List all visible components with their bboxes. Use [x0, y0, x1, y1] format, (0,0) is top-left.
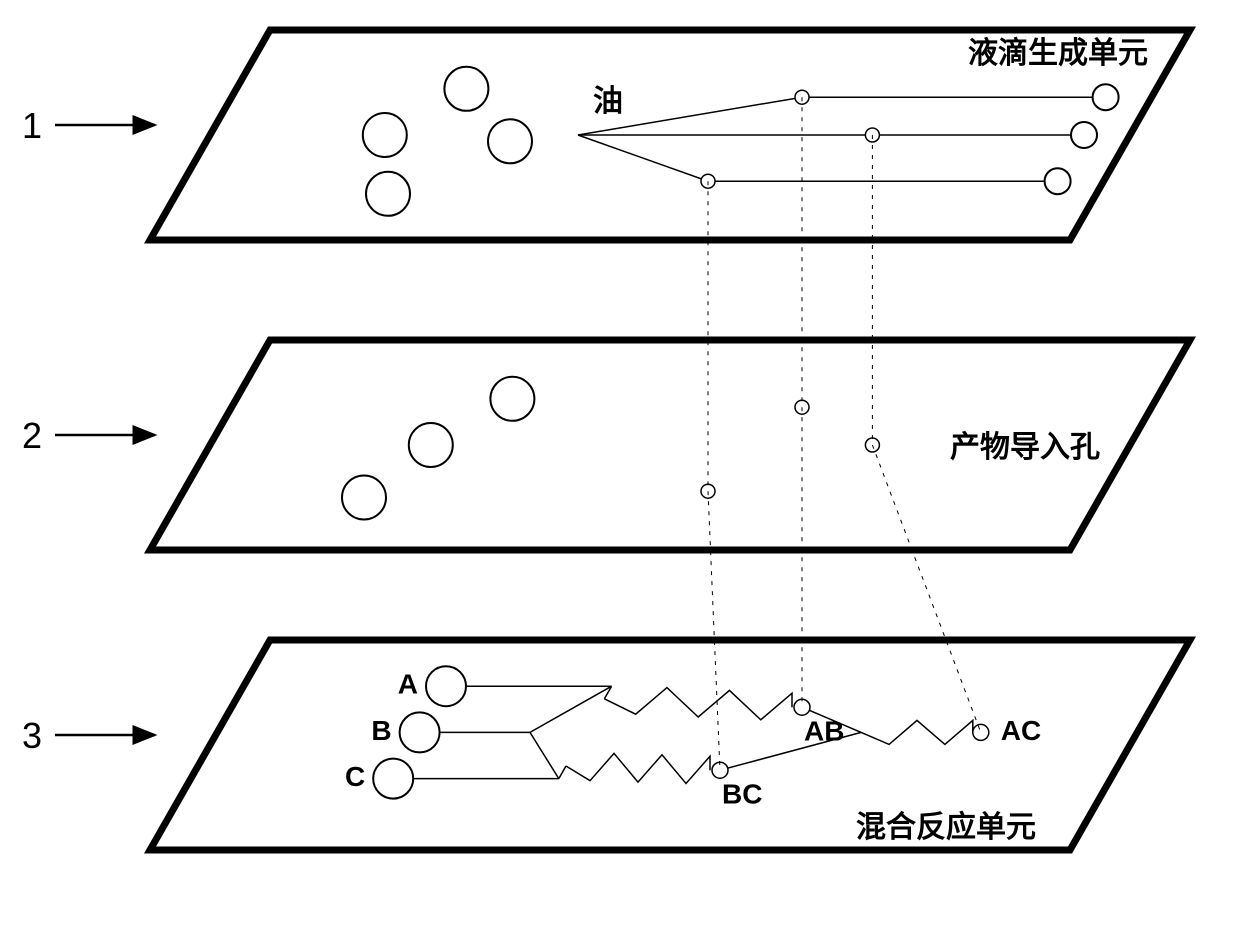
- layer-2: 产物导入孔: [150, 340, 1190, 550]
- inlet-A: [426, 666, 466, 706]
- inlet-label-B: B: [371, 715, 391, 746]
- mixer-AB: [604, 688, 792, 720]
- inlet-label-A: A: [398, 669, 418, 700]
- diagram-svg: 液滴生成单元油 产物导入孔 混合反应单元ABCABBCAC: [0, 0, 1240, 932]
- layer-number-2: 2: [22, 415, 42, 457]
- mixer-AC: [861, 720, 973, 744]
- layer1-endport-1: [1071, 122, 1097, 148]
- junction-left: [530, 686, 612, 778]
- mixer-BC: [566, 753, 710, 783]
- inlet-C: [373, 759, 413, 799]
- layer1-title: 液滴生成单元: [968, 36, 1148, 70]
- layer-3: 混合反应单元ABCABBCAC: [150, 640, 1190, 850]
- layer1-channel-0: [578, 97, 1106, 135]
- inlet-B: [400, 712, 440, 752]
- join-C-BC: [559, 766, 566, 779]
- layer2-title: 产物导入孔: [950, 431, 1100, 464]
- layer2-port-2: [342, 476, 386, 520]
- layer1-port-3: [366, 172, 410, 216]
- outlet-label-AB: AB: [804, 716, 844, 747]
- inlet-label-C: C: [345, 761, 365, 792]
- layer1-port-2: [488, 119, 532, 163]
- layer1-port-1: [363, 113, 407, 157]
- outlet-label-AC: AC: [1001, 715, 1041, 746]
- layer1-port-0: [444, 67, 488, 111]
- layer2-port-1: [409, 423, 453, 467]
- layer1-endport-0: [1093, 84, 1119, 110]
- layer-number-3: 3: [22, 715, 42, 757]
- oil-label: 油: [593, 85, 623, 118]
- layer1-channel-2: [578, 135, 1058, 181]
- guide-23-2: [708, 491, 720, 770]
- outlet-label-BC: BC: [722, 779, 762, 810]
- layer-number-1: 1: [22, 105, 42, 147]
- guide-23-1: [872, 445, 980, 732]
- layer2-port-0: [490, 377, 534, 421]
- vertical-guides: [708, 97, 981, 770]
- layer1-endport-2: [1045, 168, 1071, 194]
- layer3-title: 混合反应单元: [856, 810, 1036, 844]
- layer-1: 液滴生成单元油: [150, 30, 1190, 240]
